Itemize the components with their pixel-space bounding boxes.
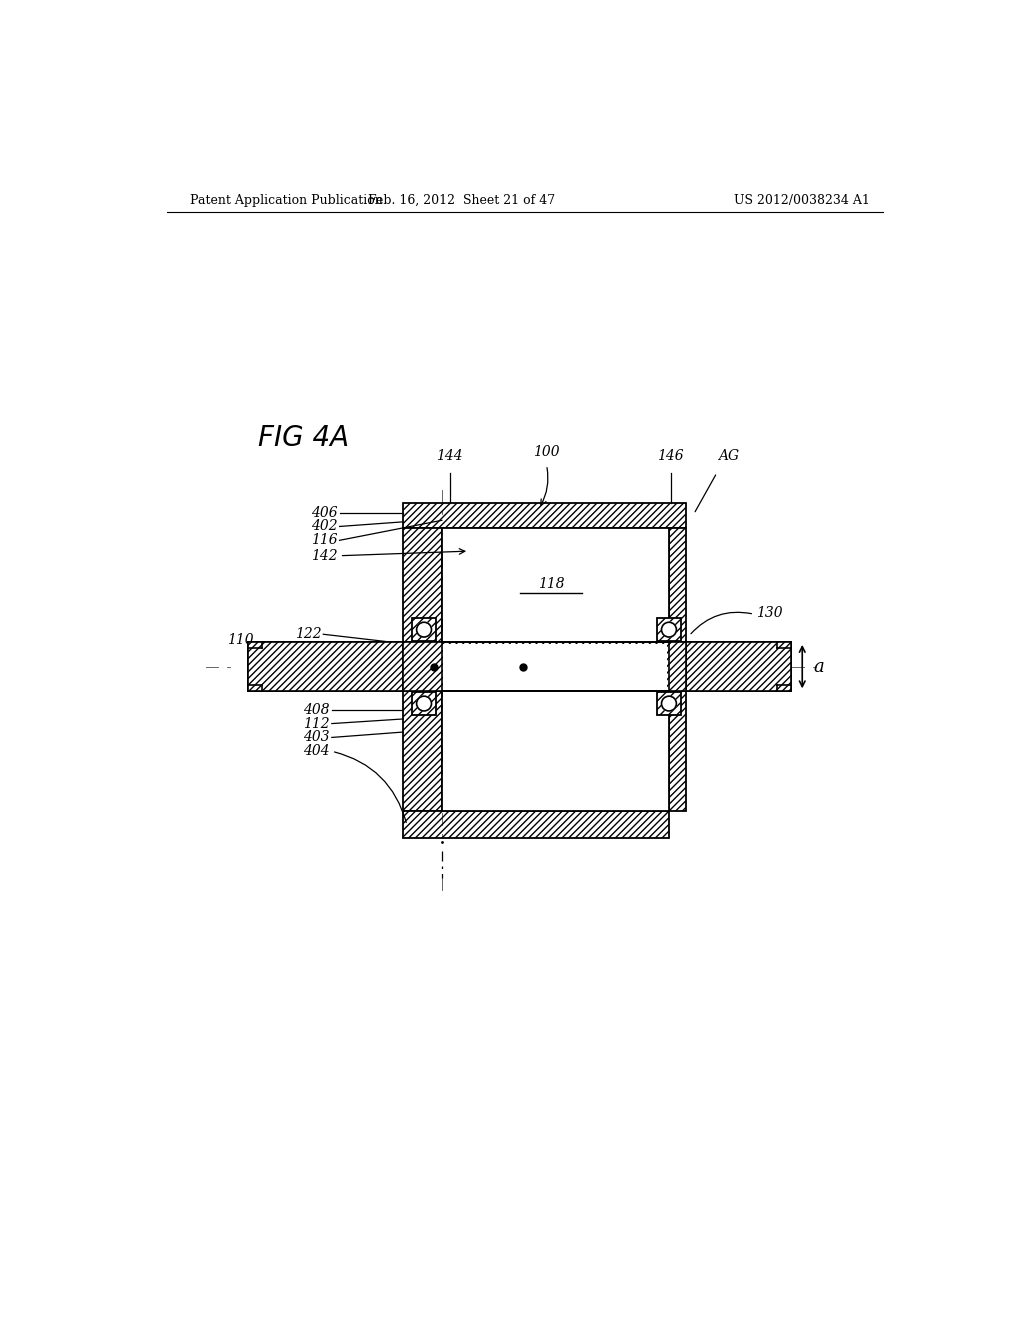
Polygon shape (413, 692, 435, 715)
Text: Patent Application Publication: Patent Application Publication (190, 194, 383, 207)
Text: 142: 142 (310, 549, 337, 562)
Polygon shape (669, 528, 686, 812)
Polygon shape (455, 628, 647, 713)
Text: AG: AG (718, 449, 739, 462)
Polygon shape (455, 536, 647, 628)
Text: 110: 110 (227, 634, 254, 647)
Polygon shape (669, 642, 686, 692)
Polygon shape (442, 528, 669, 812)
Text: FIG 4A: FIG 4A (258, 424, 349, 451)
Text: 144: 144 (436, 449, 463, 462)
Polygon shape (413, 618, 435, 642)
Text: Feb. 16, 2012  Sheet 21 of 47: Feb. 16, 2012 Sheet 21 of 47 (368, 194, 555, 207)
Polygon shape (455, 528, 647, 536)
Text: 404: 404 (303, 744, 330, 758)
Circle shape (662, 622, 677, 638)
Circle shape (417, 696, 431, 711)
Text: US 2012/0038234 A1: US 2012/0038234 A1 (734, 194, 870, 207)
Text: 130: 130 (756, 606, 782, 619)
Text: 406: 406 (310, 506, 337, 520)
Polygon shape (443, 644, 668, 689)
Polygon shape (657, 618, 681, 642)
Text: 408: 408 (303, 702, 330, 717)
Text: 112: 112 (303, 717, 330, 730)
Text: 118: 118 (538, 577, 564, 591)
Circle shape (662, 696, 677, 711)
Polygon shape (403, 812, 669, 837)
Circle shape (417, 622, 431, 638)
Polygon shape (455, 805, 647, 812)
Polygon shape (403, 503, 686, 528)
Text: 146: 146 (657, 449, 684, 462)
Polygon shape (248, 642, 791, 692)
Text: 100: 100 (534, 445, 560, 459)
Polygon shape (403, 642, 442, 692)
Polygon shape (657, 692, 681, 715)
Polygon shape (403, 528, 442, 812)
Polygon shape (455, 713, 647, 805)
Text: 122: 122 (295, 627, 322, 642)
Text: 116: 116 (310, 533, 337, 548)
Text: 403: 403 (303, 730, 330, 744)
Polygon shape (248, 642, 403, 692)
Text: a: a (814, 657, 824, 676)
Text: 402: 402 (310, 520, 337, 533)
Polygon shape (686, 642, 791, 692)
